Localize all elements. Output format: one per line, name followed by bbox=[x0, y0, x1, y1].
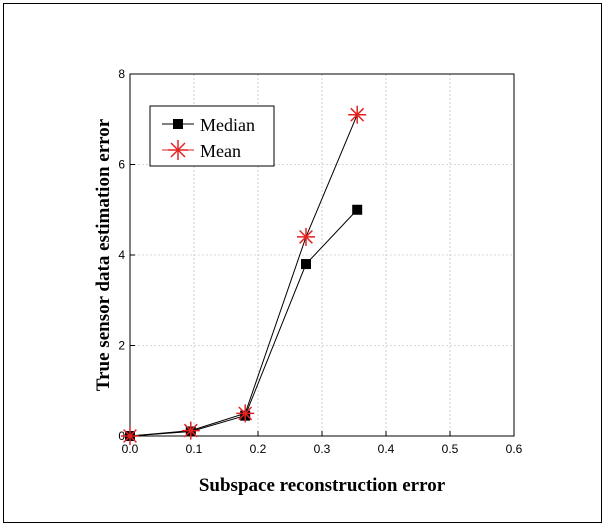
y-tick-label-1: 2 bbox=[118, 339, 125, 353]
x-tick-label-1: 0.1 bbox=[186, 442, 203, 456]
point-mean-4 bbox=[348, 105, 367, 124]
point-median-3 bbox=[301, 259, 311, 270]
x-tick-label-5: 0.5 bbox=[442, 442, 459, 456]
x-tick-label-6: 0.6 bbox=[506, 442, 523, 456]
point-mean-2 bbox=[236, 404, 255, 423]
legend: Median Mean bbox=[149, 105, 275, 167]
series-markers bbox=[121, 105, 367, 445]
point-mean-1 bbox=[181, 421, 200, 440]
y-tick-label-4: 8 bbox=[118, 67, 125, 81]
point-mean-3 bbox=[297, 227, 315, 246]
legend-median-marker bbox=[173, 119, 183, 129]
series-line-median bbox=[129, 209, 358, 437]
x-axis-label: Subspace reconstruction error bbox=[199, 475, 446, 496]
x-tick-label-3: 0.3 bbox=[314, 442, 331, 456]
legend-mean-marker bbox=[168, 140, 188, 160]
legend-box bbox=[149, 105, 275, 167]
point-median-4 bbox=[352, 204, 363, 215]
x-tick-label-0: 0.0 bbox=[122, 442, 139, 456]
legend-median-label: Median bbox=[200, 115, 255, 135]
y-axis-label: True sensor data estimation error bbox=[93, 118, 114, 391]
y-tick-label-3: 6 bbox=[118, 158, 125, 172]
legend-mean-label: Mean bbox=[200, 141, 241, 161]
x-tick-label-4: 0.4 bbox=[378, 442, 395, 456]
x-tick-label-2: 0.2 bbox=[250, 442, 267, 456]
point-mean-0 bbox=[121, 427, 139, 445]
y-tick-label-2: 4 bbox=[118, 248, 125, 262]
